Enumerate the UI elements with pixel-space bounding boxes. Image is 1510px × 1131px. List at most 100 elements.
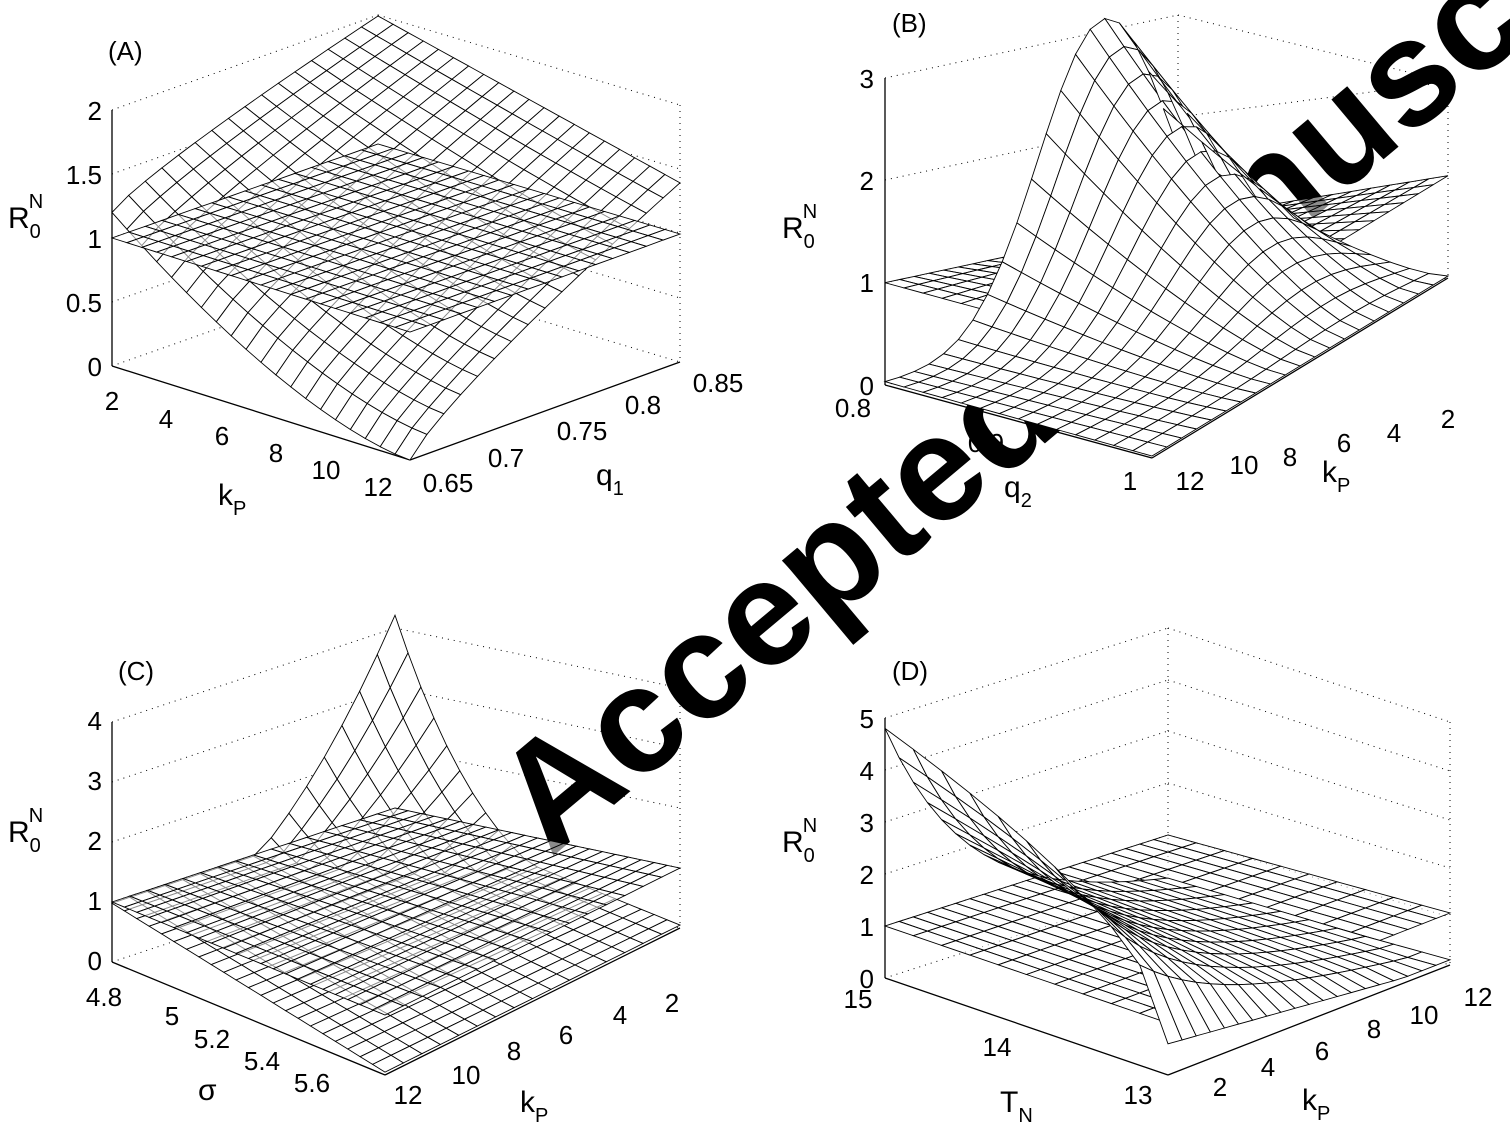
panel-a-x-ticks: 2 4 6 8 10 12: [105, 386, 393, 502]
panel-b-x-tick: 1: [1123, 466, 1137, 496]
panel-b-axes: [884, 78, 1449, 459]
panel-c-y-tick: 4: [613, 1000, 627, 1030]
panel-b-z-tick: 3: [860, 64, 874, 94]
panel-d-z-tick: 1: [860, 912, 874, 942]
panel-d-y-tick: 12: [1464, 982, 1493, 1012]
panel-b-y-tick: 2: [1441, 404, 1455, 434]
panel-c: (C) 0 1 2 3 4 4.8 5 5.2 5.4 5.6 12 10 8 …: [8, 613, 682, 1127]
panel-b-surface-cell: [1131, 441, 1168, 457]
panel-d-y-label-sub: P: [1317, 1103, 1330, 1125]
panel-a-y-label-main: q: [596, 459, 613, 492]
panel-c-label: (C): [118, 656, 154, 686]
panel-d-x-tick: 13: [1124, 1080, 1153, 1110]
panel-c-z-label-sup: N: [29, 805, 43, 827]
panel-a-z-label-sup: N: [29, 191, 43, 213]
panel-b-y-tick: 4: [1387, 418, 1401, 448]
panel-b-x-label-sub: 2: [1021, 490, 1032, 512]
panel-a-y-tick: 0.65: [423, 468, 474, 498]
panel-c-axes: [111, 722, 681, 1076]
panel-c-x-ticks: 4.8 5 5.2 5.4 5.6: [86, 982, 330, 1098]
panel-d-y-tick: 2: [1213, 1072, 1227, 1102]
panel-d-y-tick: 4: [1261, 1052, 1275, 1082]
panel-d-z-label: R0 N: [782, 815, 817, 867]
panel-a-z-tick: 0.5: [66, 288, 102, 318]
panel-b-z-tick: 0: [860, 371, 874, 401]
panel-a-y-tick: 0.7: [488, 443, 524, 473]
panel-a-y-ticks: 0.65 0.7 0.75 0.8 0.85: [423, 368, 744, 498]
panel-c-surface: [110, 613, 682, 1073]
panel-b-y-ticks: 12 10 8 6 4 2: [1176, 404, 1456, 496]
panel-a: (A) 0 0.5 1 1.5 2 2 4 6 8 10 12 0.65 0.7…: [8, 14, 744, 520]
panel-d-x-tick: 15: [844, 984, 873, 1014]
panel-d-z-tick: 2: [860, 860, 874, 890]
panel-b-z-label-main: R: [782, 212, 804, 245]
panel-d-x-label-sub: N: [1018, 1105, 1032, 1127]
panel-c-z-label: R0 N: [8, 805, 43, 857]
panel-c-y-ticks: 12 10 8 6 4 2: [394, 988, 680, 1110]
panel-c-z-tick: 4: [88, 706, 102, 736]
panel-a-x-tick: 6: [215, 421, 229, 451]
panel-a-z-tick: 0: [88, 352, 102, 382]
panel-a-z-tick: 1.5: [66, 160, 102, 190]
panel-c-z-label-main: R: [8, 816, 30, 849]
panel-c-z-tick: 3: [88, 766, 102, 796]
panel-a-y-tick: 0.85: [693, 368, 744, 398]
panel-d-surface: [883, 728, 1452, 1045]
panel-c-x-tick: 5.2: [194, 1024, 230, 1054]
panel-b-x-label-main: q: [1004, 471, 1021, 504]
panel-a-y-tick: 0.8: [625, 390, 661, 420]
panel-a-reference-plane: [393, 320, 429, 333]
panel-a-x-tick: 2: [105, 386, 119, 416]
panel-c-y-tick: 6: [559, 1020, 573, 1050]
panel-b-x-tick: 0.8: [835, 393, 871, 423]
panel-b-label: (B): [892, 8, 927, 38]
panel-d-z-tick: 4: [860, 756, 874, 786]
panel-d-x-tick: 14: [983, 1032, 1012, 1062]
panel-c-z-label-sub: 0: [30, 835, 41, 857]
panel-b-z-ticks: 0 1 2 3: [860, 64, 874, 401]
panel-c-x-tick: 4.8: [86, 982, 122, 1012]
panel-c-surface-cell: [371, 1054, 405, 1073]
panel-c-x-tick: 5: [165, 1001, 179, 1031]
panel-a-label: (A): [108, 36, 143, 66]
panel-b-surface: [883, 17, 1450, 457]
panel-c-z-tick: 2: [88, 826, 102, 856]
panel-c-x-label-main: σ: [198, 1074, 217, 1107]
panel-a-x-label-main: k: [218, 479, 234, 512]
panel-d-y-label: kP: [1302, 1084, 1330, 1125]
panel-a-z-tick: 2: [88, 96, 102, 126]
panel-d-z-tick: 0: [860, 964, 874, 994]
panel-a-z-tick: 1: [88, 224, 102, 254]
panel-a-z-label-sub: 0: [30, 221, 41, 243]
panel-a-x-tick: 10: [312, 455, 341, 485]
panel-c-x-tick: 5.6: [294, 1068, 330, 1098]
panel-c-y-tick: 2: [665, 988, 679, 1018]
panel-b-y-tick: 6: [1337, 428, 1351, 458]
panel-c-z-tick: 1: [88, 886, 102, 916]
panel-c-y-tick: 8: [507, 1036, 521, 1066]
panel-a-x-tick: 4: [159, 404, 173, 434]
panel-b-y-label: kP: [1322, 456, 1350, 497]
panel-d-x-label-main: T: [1000, 1086, 1018, 1119]
panel-d-z-tick: 5: [860, 704, 874, 734]
panel-a-x-tick: 12: [364, 472, 393, 502]
panel-c-reference-plane: [371, 1000, 405, 1016]
panel-b-z-tick: 2: [860, 166, 874, 196]
panel-b-z-label: R0 N: [782, 201, 817, 253]
panel-b-y-tick: 12: [1176, 466, 1205, 496]
panel-b-z-label-sup: N: [803, 201, 817, 223]
panel-c-y-label: kP: [520, 1086, 548, 1127]
panel-a-x-label-sub: P: [233, 498, 246, 520]
panel-b-x-label: q2: [1004, 471, 1032, 512]
panel-b-x-tick: 0.9: [968, 428, 1004, 458]
panel-d-x-label: TN: [1000, 1086, 1033, 1127]
panel-a-y-label-sub: 1: [613, 478, 624, 500]
panel-d-label: (D): [892, 656, 928, 686]
panel-d-z-label-sup: N: [803, 815, 817, 837]
panel-c-y-label-sub: P: [535, 1105, 548, 1127]
panel-b: (B) 0 1 2 3 0.8 0.9 1 12 10 8 6 4 2 R0N …: [782, 8, 1455, 512]
panel-d-y-label-main: k: [1302, 1084, 1318, 1117]
panel-a-x-tick: 8: [269, 438, 283, 468]
panel-d-y-tick: 8: [1367, 1014, 1381, 1044]
